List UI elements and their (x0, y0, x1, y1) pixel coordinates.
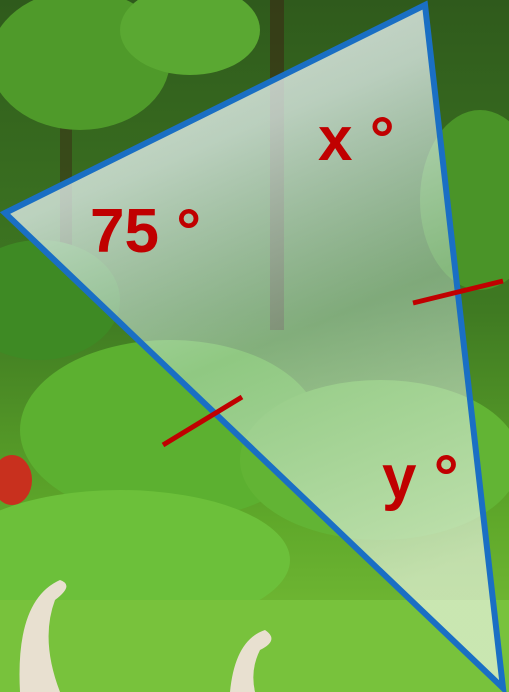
angle-label: y ° (382, 443, 459, 512)
angle-label: x ° (318, 105, 395, 174)
page: x ° 75 ° y ° (() => { const data = JSON.… (0, 0, 509, 692)
diagram: x ° 75 ° y ° (0, 0, 509, 692)
angle-label: 75 ° (90, 197, 201, 266)
